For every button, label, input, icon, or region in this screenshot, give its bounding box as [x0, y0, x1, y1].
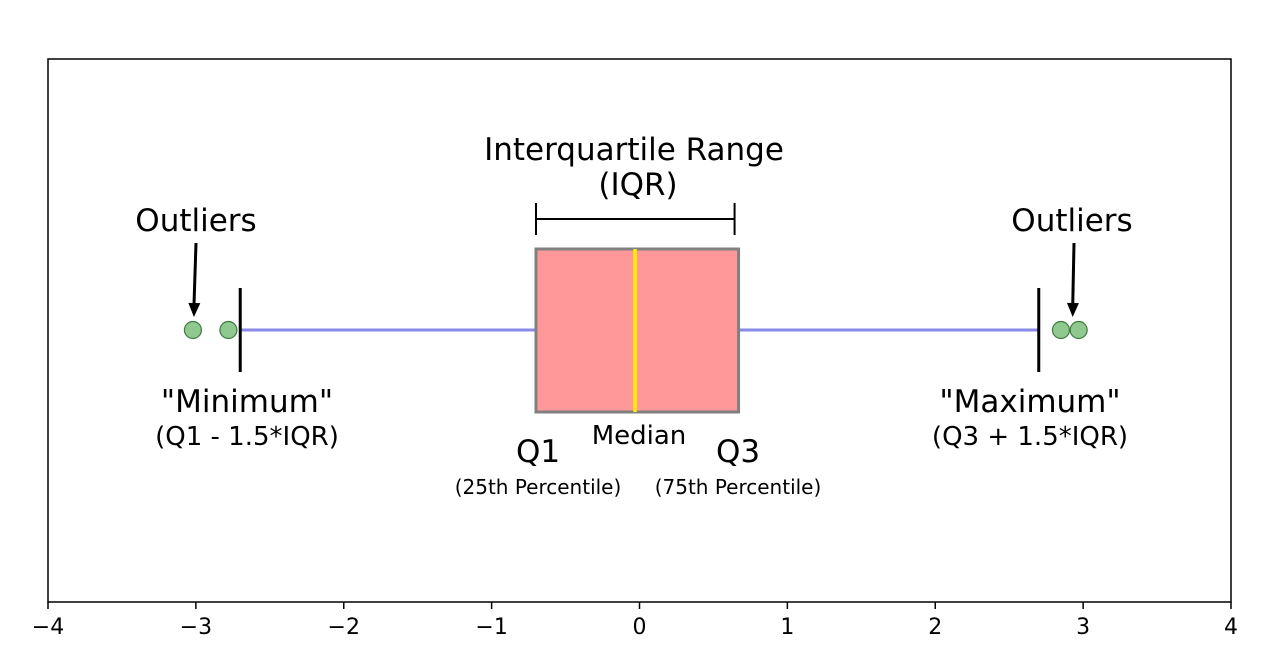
outliers-left-arrow-head — [188, 302, 201, 317]
q1-description: (25th Percentile) — [455, 475, 622, 499]
iqr-box — [534, 247, 741, 414]
outlier-point — [1069, 320, 1088, 340]
outlier-point — [183, 320, 203, 340]
outliers-right-arrow-shaft — [1071, 242, 1076, 308]
x-tick-label: 4 — [1224, 615, 1238, 640]
x-axis: −4 −3 −2 −1 0 1 2 3 4 — [32, 602, 1238, 640]
q1-label: Q1 — [516, 434, 560, 470]
plot-area — [47, 58, 1232, 603]
outliers-right-arrow-head — [1066, 302, 1079, 317]
outliers-left-arrow-shaft — [192, 242, 198, 308]
x-tick-label: 1 — [780, 615, 794, 640]
maximum-label: "Maximum" — [939, 384, 1120, 420]
x-tick-label: 0 — [633, 615, 647, 640]
outliers-right-label: Outliers — [1011, 203, 1132, 239]
annotations: Interquartile Range (IQR) Outliers Outli… — [135, 132, 1132, 499]
x-tick-label: 3 — [1076, 615, 1090, 640]
minimum-label: "Minimum" — [161, 384, 333, 420]
maximum-formula-label: (Q3 + 1.5*IQR) — [932, 422, 1128, 452]
iqr-abbr-label: (IQR) — [598, 167, 677, 203]
x-tick-label: −3 — [180, 615, 212, 640]
iqr-title-label: Interquartile Range — [484, 132, 784, 168]
outliers-left-label: Outliers — [135, 203, 256, 239]
x-tick-label: 2 — [928, 615, 942, 640]
median-label: Median — [592, 421, 687, 451]
x-tick-label: −4 — [32, 615, 64, 640]
x-tick-label: −1 — [475, 615, 507, 640]
outlier-point — [219, 320, 238, 340]
minimum-formula-label: (Q1 - 1.5*IQR) — [155, 422, 339, 452]
q3-description: (75th Percentile) — [655, 475, 822, 499]
outlier-point — [1051, 320, 1071, 340]
x-tick-label: −2 — [328, 615, 360, 640]
q3-label: Q3 — [716, 434, 760, 470]
